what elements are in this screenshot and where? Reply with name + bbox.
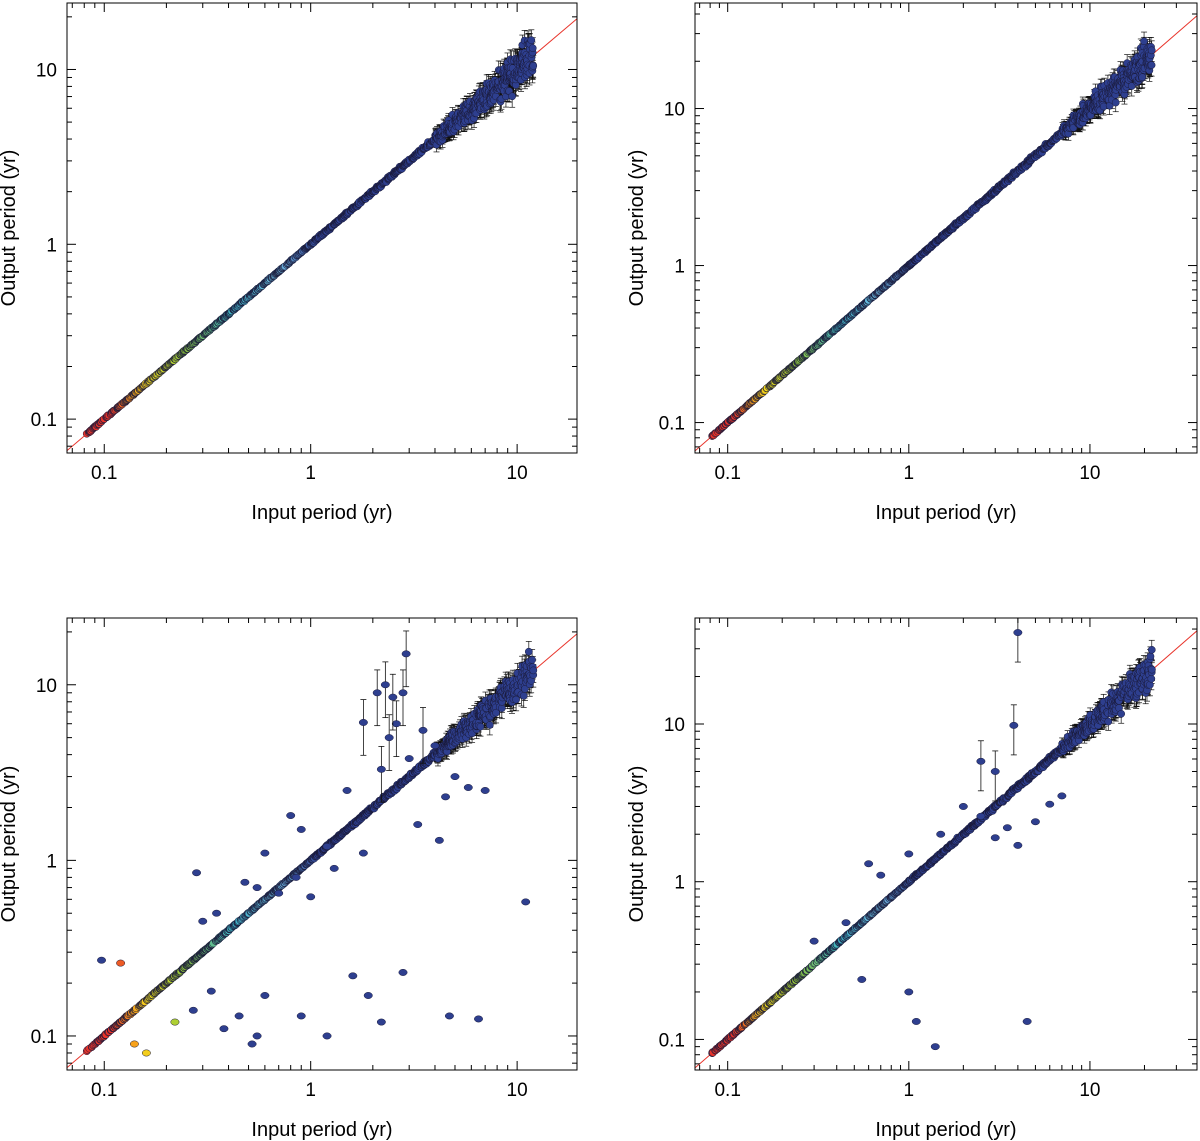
y-axis-label: Output period (yr) bbox=[0, 150, 20, 307]
plot-area bbox=[67, 18, 577, 452]
y-tick-label: 0.1 bbox=[31, 410, 57, 431]
plot-area bbox=[695, 15, 1197, 452]
ticks bbox=[67, 3, 577, 453]
data-point bbox=[527, 36, 536, 44]
data-points bbox=[82, 36, 538, 438]
panel-top-left: 0.1 1 10 0.1 1 10 Input period (yr) Output peri… bbox=[0, 2, 578, 524]
plot-frame bbox=[66, 2, 578, 454]
data-point bbox=[528, 44, 537, 52]
data-point bbox=[529, 62, 538, 70]
data-point bbox=[508, 92, 517, 101]
x-axis-label: Input period (yr) bbox=[251, 502, 392, 524]
x-tick-label: 10 bbox=[507, 463, 528, 484]
y-tick-label: 1 bbox=[46, 235, 57, 256]
x-tick-label: 1 bbox=[305, 463, 316, 484]
x-tick-label: 0.1 bbox=[91, 463, 117, 484]
y-tick-label: 10 bbox=[36, 60, 57, 81]
